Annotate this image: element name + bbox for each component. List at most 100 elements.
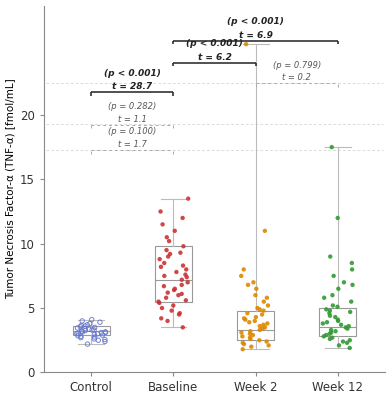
Bar xyxy=(73,326,110,335)
Point xyxy=(346,323,352,329)
Point xyxy=(164,234,170,240)
Point xyxy=(327,336,333,342)
Text: t = 1.1: t = 1.1 xyxy=(118,114,147,124)
Point xyxy=(335,318,341,324)
Point xyxy=(328,329,334,336)
Point xyxy=(86,326,92,332)
Point xyxy=(91,324,98,330)
Point xyxy=(166,238,172,244)
Point xyxy=(91,334,98,340)
Point xyxy=(247,328,253,334)
Point xyxy=(78,334,84,341)
Point xyxy=(260,326,266,332)
Point xyxy=(172,228,178,234)
Point xyxy=(330,302,336,309)
Point xyxy=(326,330,333,337)
Y-axis label: Tumor Necrosis Factor-α (TNF-α) [fmol/mL]: Tumor Necrosis Factor-α (TNF-α) [fmol/mL… xyxy=(5,79,16,299)
Point xyxy=(252,318,258,324)
Point xyxy=(185,196,191,202)
Point xyxy=(79,328,85,334)
Point xyxy=(327,308,333,314)
Point xyxy=(183,297,189,304)
Text: (p = 0.100): (p = 0.100) xyxy=(108,128,156,136)
Point xyxy=(241,341,247,347)
Point xyxy=(161,273,167,279)
Text: (p < 0.001): (p < 0.001) xyxy=(227,18,284,26)
Point xyxy=(163,294,169,301)
Text: (p = 0.799): (p = 0.799) xyxy=(273,60,321,70)
Point xyxy=(250,279,256,286)
Text: t = 28.7: t = 28.7 xyxy=(112,82,152,92)
Point xyxy=(240,346,246,352)
Point xyxy=(265,342,272,348)
Point xyxy=(320,320,326,327)
Point xyxy=(341,279,347,286)
Point xyxy=(82,327,88,334)
Point xyxy=(264,338,270,345)
Point xyxy=(332,314,339,320)
Point xyxy=(74,330,80,337)
Point xyxy=(185,279,191,286)
Text: (p < 0.001): (p < 0.001) xyxy=(104,69,161,78)
Point xyxy=(182,271,188,278)
Point xyxy=(247,334,253,341)
Point xyxy=(340,338,346,345)
Point xyxy=(172,286,178,292)
Point xyxy=(155,298,161,305)
Point xyxy=(78,333,84,340)
Point xyxy=(238,329,244,336)
Point xyxy=(240,340,246,346)
Point xyxy=(256,337,262,344)
Point xyxy=(79,328,85,334)
Point xyxy=(252,292,258,298)
Point xyxy=(184,274,190,280)
Point xyxy=(238,273,244,279)
Point xyxy=(163,247,170,253)
Point xyxy=(348,298,354,305)
Point xyxy=(161,260,167,266)
Text: t = 6.2: t = 6.2 xyxy=(197,53,231,62)
Point xyxy=(91,336,97,342)
Point xyxy=(179,291,185,297)
Point xyxy=(167,251,173,257)
Point xyxy=(253,286,260,292)
Point xyxy=(180,324,186,330)
Point xyxy=(158,315,164,322)
Point xyxy=(346,345,353,351)
Point xyxy=(74,325,81,331)
Point xyxy=(329,334,335,341)
Point xyxy=(242,316,248,323)
Point xyxy=(321,294,327,301)
Point xyxy=(250,332,256,338)
Point xyxy=(347,337,353,344)
Point xyxy=(323,306,329,312)
Point xyxy=(262,228,268,234)
Point xyxy=(95,330,101,337)
Point xyxy=(159,305,165,311)
Bar xyxy=(319,308,356,336)
Point xyxy=(160,221,166,228)
Point xyxy=(253,314,259,320)
Point xyxy=(324,319,330,326)
Point xyxy=(99,332,106,338)
Point xyxy=(338,322,344,328)
Point xyxy=(241,315,247,322)
Point xyxy=(102,329,109,335)
Point xyxy=(179,215,186,221)
Point xyxy=(256,306,263,312)
Point xyxy=(102,329,109,336)
Point xyxy=(165,253,171,260)
Point xyxy=(344,326,351,332)
Point xyxy=(183,266,189,273)
Point xyxy=(91,327,97,333)
Point xyxy=(243,41,249,47)
Point xyxy=(179,276,185,283)
Point xyxy=(343,324,349,330)
Point xyxy=(79,318,85,324)
Point xyxy=(78,322,84,329)
Point xyxy=(173,269,179,275)
Point xyxy=(349,260,355,266)
Point xyxy=(102,338,108,345)
Point xyxy=(336,342,342,348)
Point xyxy=(177,310,183,316)
